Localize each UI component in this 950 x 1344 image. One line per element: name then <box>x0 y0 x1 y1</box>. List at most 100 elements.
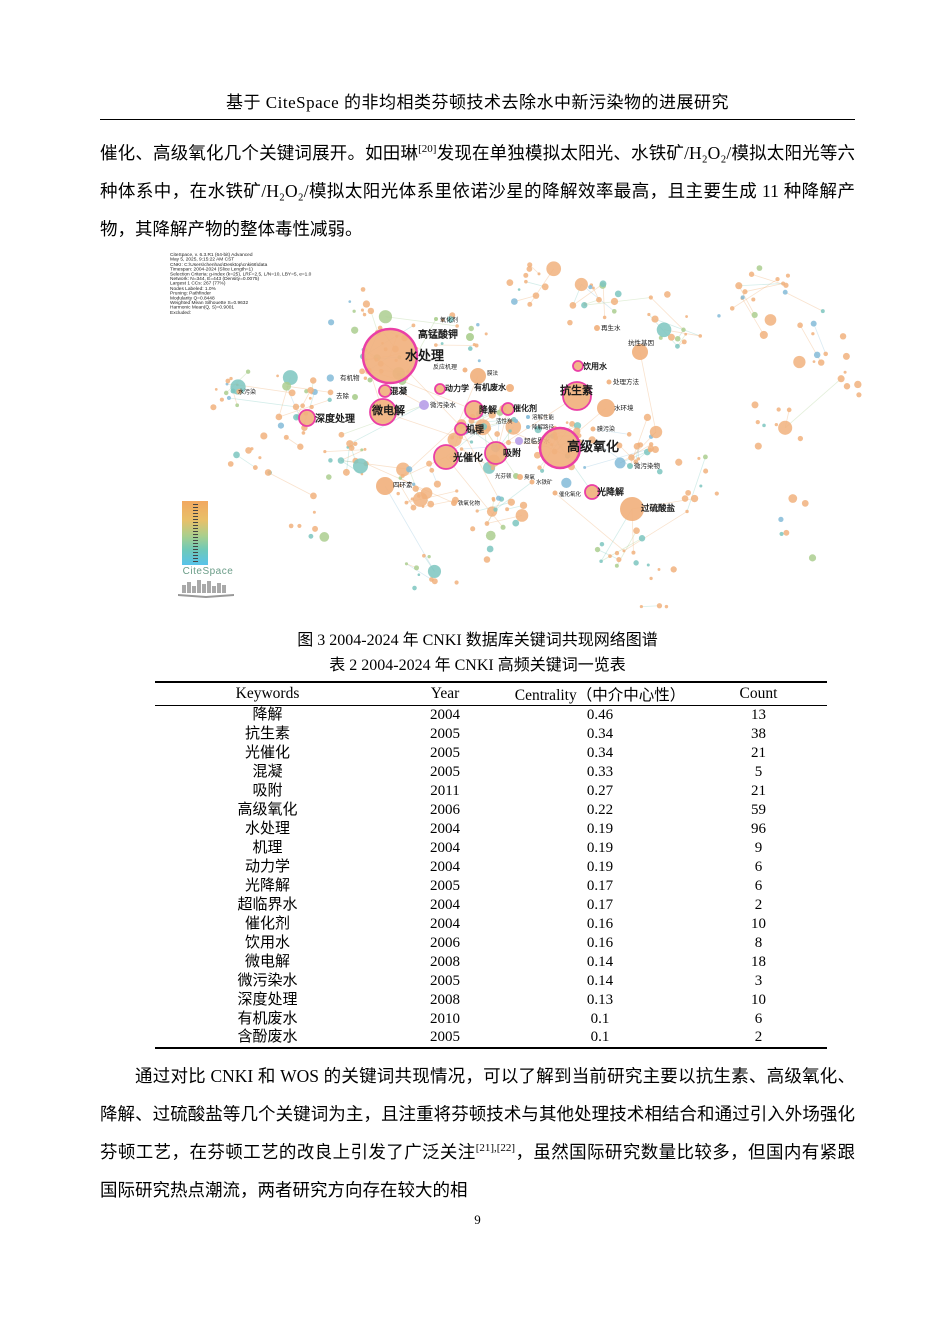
table-cell: 0.34 <box>586 744 614 761</box>
paragraph-2-text-a: 通过对比 CNKI 和 WOS 的关键词共现情况，可以了解到当前研究主要以抗生素… <box>100 1065 855 1162</box>
keyword-node-label: 光降解 <box>596 486 624 497</box>
keyword-node-label: 高级氧化 <box>567 439 619 454</box>
keyword-node-label: 水铁矿 <box>536 478 553 486</box>
keyword-node-label: 水环境 <box>614 403 634 412</box>
table-cell: 0.14 <box>586 972 614 989</box>
keyword-node <box>627 463 633 469</box>
keyword-node-label: 微污染物 <box>634 461 661 470</box>
table-cell: 微电解 <box>244 953 290 970</box>
keyword-node-label: 光催化 <box>452 451 483 464</box>
paragraph-1-text-a: 催化、高级氧化几个关键词展开。如田琳 <box>100 143 419 163</box>
citespace-info-block: CiteSpace, v. 6.3.R1 (64-bit) Advanced Ma… <box>170 252 312 316</box>
keyword-node-label: 深度处理 <box>315 412 355 425</box>
table-cell: 0.34 <box>586 725 614 742</box>
keyword-node <box>594 325 600 331</box>
table-cell: 光降解 <box>244 877 290 894</box>
table-cell: 0.17 <box>586 877 614 894</box>
keyword-node <box>464 400 484 420</box>
keyword-node-label: 腐蚀 <box>470 428 482 436</box>
keyword-node-label: 降解路径 <box>532 423 555 431</box>
page-number: 9 <box>474 1212 481 1227</box>
keyword-node-label: 饮用水 <box>582 361 608 371</box>
keyword-node-label: 过硫酸盐 <box>641 503 676 513</box>
table-cell: 2008 <box>430 991 460 1008</box>
table-row: 抗生素 2005 0.34 38 <box>155 725 827 744</box>
keyword-node <box>434 383 446 395</box>
table-cell: 8 <box>754 934 763 951</box>
keyword-node <box>538 426 582 470</box>
table-cell: 动力学 <box>244 858 290 875</box>
table-cell: 6 <box>754 877 763 894</box>
keyword-node <box>526 415 530 419</box>
table-cell: 2008 <box>430 953 460 970</box>
table-cell: 96 <box>751 820 766 837</box>
citespace-info-line: Selection Criteria: g-index (k=25), LRF=… <box>170 271 312 277</box>
keyword-node <box>620 497 644 521</box>
table-cell: 0.1 <box>590 1010 610 1027</box>
keyword-node <box>378 384 392 398</box>
citespace-logo-skyline-icon <box>178 580 234 598</box>
table-cell: 2004 <box>430 896 460 913</box>
keyword-node <box>466 333 474 341</box>
keyword-node <box>462 367 468 373</box>
paragraph-1: 催化、高级氧化几个关键词展开。如田琳[20]发现在单独模拟太阳光、水铁矿/H₂O… <box>100 134 855 248</box>
keyword-node <box>367 377 373 383</box>
table-column-header: Keywords <box>155 682 380 706</box>
citespace-info-line: Modularity Q=0.8448 <box>170 295 215 301</box>
keyword-table-body: 降解 2004 0.46 13 抗生素 2005 0.34 38 光催化 2005 0.34 21 混凝… <box>155 706 827 1048</box>
table-cell: 5 <box>754 763 763 780</box>
keyword-node <box>514 419 518 423</box>
table-cell: 0.22 <box>586 801 614 818</box>
table-cell: 0.19 <box>586 858 614 875</box>
citespace-info-line: CiteSpace, v. 6.3.R1 (64-bit) Advanced <box>170 252 253 258</box>
table-cell: 吸附 <box>252 782 283 799</box>
citespace-info-line: Excluded: <box>170 309 192 316</box>
table-cell: 深度处理 <box>237 991 298 1008</box>
paragraph-2: 通过对比 CNKI 和 WOS 的关键词共现情况，可以了解到当前研究主要以抗生素… <box>100 1057 855 1209</box>
keyword-node <box>470 368 486 384</box>
citespace-info-line: Largest 1 CCs: 267 (77%) <box>170 281 226 287</box>
citespace-info-line: CNKI: C:\Users\chenhao\Desktop\cnki66\da… <box>170 261 268 268</box>
table-row: 光降解 2005 0.17 6 <box>155 877 827 896</box>
table-cell: 0.33 <box>586 763 614 780</box>
table-cell: 2 <box>754 896 763 913</box>
table-cell: 微污染水 <box>237 972 298 989</box>
table-cell: 21 <box>751 744 766 761</box>
keyword-node <box>352 394 358 400</box>
table-cell: 0.16 <box>586 934 614 951</box>
table-row: 高级氧化 2006 0.22 59 <box>155 801 827 820</box>
keyword-node <box>572 360 584 372</box>
citespace-logo: CiteSpace <box>168 566 248 604</box>
table-cell: 3 <box>754 972 763 989</box>
colorbar-ticks <box>192 504 198 562</box>
citespace-info-line: Nodes Labeled: 1.0% <box>170 285 216 292</box>
page-header: 基于 CiteSpace 的非均相类芬顿技术去除水中新污染物的进展研究 <box>100 0 855 120</box>
keyword-node <box>361 327 419 385</box>
keyword-node-label: 溶解性能 <box>532 413 555 421</box>
keyword-node-label: 微污染水 <box>430 400 457 409</box>
table-cell: 0.13 <box>586 991 614 1008</box>
keyword-node <box>434 317 438 321</box>
table-cell: 2004 <box>430 706 460 723</box>
table-row: 动力学 2004 0.19 6 <box>155 858 827 877</box>
keyword-node-label: 抗生素 <box>560 383 593 397</box>
table-cell: 2005 <box>430 725 460 742</box>
table-cell: 2006 <box>430 801 460 818</box>
keyword-node-label: 光芬顿 <box>495 472 512 480</box>
table-cell: 混凝 <box>252 763 283 780</box>
table-row: 降解 2004 0.46 13 <box>155 706 827 725</box>
table-cell: 13 <box>751 706 766 723</box>
paragraph-2-text-b: ，虽然国际研究数量比较多，但国内有紧跟国际研究热点潮流，两者研究方向存在较大的相 <box>100 1141 855 1200</box>
citation-ref-20: [20] <box>418 143 437 156</box>
keyword-node-label: 超临界水 <box>524 436 551 445</box>
citespace-figure: CiteSpace, v. 6.3.R1 (64-bit) Advanced Ma… <box>100 250 862 622</box>
citespace-info-line: Harmonic Mean(Q, S)=0.9001 <box>170 305 235 311</box>
keyword-node-label: 降解 <box>479 404 497 415</box>
keyword-node-label: 抗性基因 <box>628 338 654 347</box>
keyword-node-label: 再生水 <box>601 323 621 332</box>
keyword-node-label: 氧化剂 <box>440 316 458 324</box>
keyword-node-label: 催化剂 <box>513 403 537 413</box>
table-cell: 38 <box>751 725 766 742</box>
